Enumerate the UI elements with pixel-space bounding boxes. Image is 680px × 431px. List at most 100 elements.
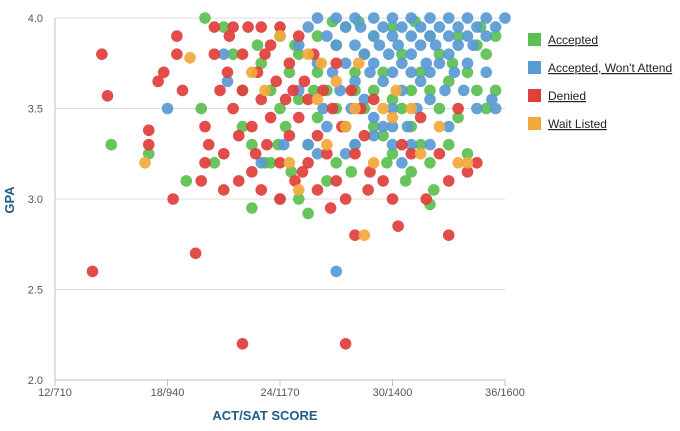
- data-point: [424, 93, 436, 106]
- data-point: [292, 184, 305, 196]
- data-point: [377, 102, 389, 115]
- data-point: [367, 129, 380, 142]
- data-point: [386, 21, 399, 33]
- data-point: [377, 120, 389, 133]
- data-point: [377, 21, 389, 33]
- y-tick-label: 3.0: [28, 194, 43, 206]
- data-point: [321, 175, 333, 187]
- data-point: [208, 21, 221, 33]
- data-point: [274, 102, 286, 115]
- data-point: [433, 120, 446, 133]
- series-denied: [86, 21, 483, 350]
- data-point: [377, 66, 389, 79]
- data-point: [339, 338, 352, 350]
- data-point: [442, 138, 455, 151]
- data-point: [489, 102, 502, 115]
- data-point: [452, 30, 464, 42]
- data-point: [330, 39, 343, 51]
- data-point: [405, 30, 418, 42]
- series-accepted-won-t-attend: [161, 12, 511, 278]
- data-point: [392, 220, 404, 232]
- data-point: [176, 84, 189, 97]
- data-point: [386, 102, 399, 115]
- data-point: [330, 265, 343, 278]
- data-point: [311, 129, 324, 142]
- data-point: [442, 229, 455, 241]
- data-point: [321, 147, 333, 160]
- data-point: [287, 84, 299, 97]
- data-point: [405, 48, 418, 60]
- data-point: [452, 111, 464, 124]
- data-point: [217, 48, 230, 60]
- data-point: [292, 93, 305, 106]
- data-point: [405, 102, 418, 115]
- data-point: [414, 138, 427, 151]
- y-tick-label: 4.0: [28, 13, 43, 25]
- data-point: [386, 66, 399, 79]
- data-point: [321, 138, 333, 151]
- data-point: [217, 147, 230, 160]
- data-point: [255, 184, 268, 196]
- data-point: [386, 111, 399, 124]
- data-point: [339, 120, 352, 133]
- data-point: [236, 48, 249, 60]
- legend-label[interactable]: Accepted, Won't Attend: [548, 61, 672, 75]
- data-point: [236, 84, 249, 97]
- x-tick-label: 18/940: [151, 387, 185, 399]
- data-point: [311, 30, 324, 42]
- data-point: [452, 21, 464, 33]
- legend-label[interactable]: Wait Listed: [548, 117, 607, 131]
- data-point: [424, 30, 436, 42]
- data-point: [386, 30, 399, 42]
- data-point: [157, 66, 170, 79]
- data-point: [433, 21, 446, 33]
- data-point: [311, 184, 324, 196]
- data-point: [405, 138, 418, 151]
- x-tick-label: 12/710: [38, 387, 72, 399]
- data-point: [223, 30, 236, 42]
- data-point: [311, 66, 324, 79]
- series-wait-listed: [139, 30, 474, 241]
- data-point: [429, 39, 442, 51]
- data-point: [259, 84, 271, 97]
- data-point: [298, 75, 311, 88]
- data-point: [330, 12, 343, 24]
- data-point: [264, 157, 277, 169]
- data-point: [364, 166, 376, 178]
- data-point: [339, 147, 352, 160]
- data-point: [480, 30, 493, 42]
- data-point: [433, 147, 446, 160]
- data-point: [414, 147, 427, 160]
- data-point: [152, 75, 164, 88]
- data-point: [414, 21, 427, 33]
- data-point: [349, 75, 361, 88]
- data-point: [480, 12, 493, 24]
- legend-label[interactable]: Denied: [548, 89, 586, 103]
- data-point: [199, 120, 211, 133]
- data-point: [377, 129, 389, 142]
- data-point: [377, 175, 389, 187]
- data-point: [274, 30, 286, 42]
- legend-swatch: [528, 89, 541, 102]
- legend-label[interactable]: Accepted: [548, 33, 598, 47]
- data-point: [433, 57, 446, 70]
- data-point: [405, 84, 418, 97]
- data-point: [461, 30, 474, 42]
- data-point: [461, 57, 474, 70]
- data-point: [452, 39, 464, 51]
- data-point: [420, 193, 433, 205]
- data-point: [317, 102, 329, 115]
- data-point: [349, 39, 361, 51]
- data-point: [367, 12, 380, 24]
- data-point: [296, 166, 309, 178]
- x-tick-label: 30/1400: [373, 387, 413, 399]
- data-point: [499, 12, 511, 24]
- data-point: [236, 338, 249, 350]
- data-point: [349, 147, 361, 160]
- data-point: [330, 57, 343, 70]
- data-point: [86, 265, 99, 278]
- data-point: [489, 21, 502, 33]
- data-point: [471, 102, 483, 115]
- data-point: [486, 93, 498, 106]
- data-point: [367, 111, 380, 124]
